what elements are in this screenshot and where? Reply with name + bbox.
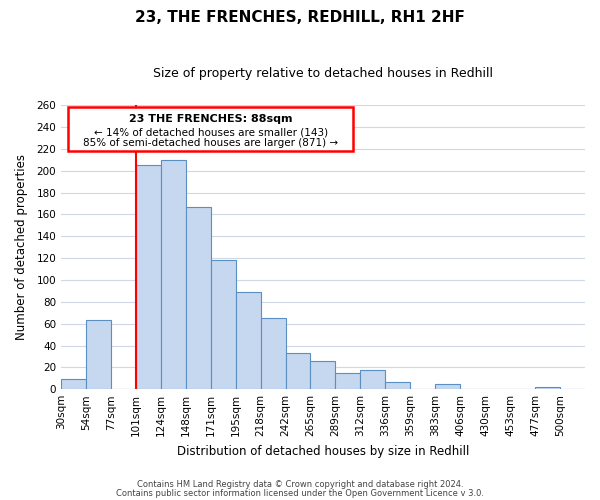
Bar	[211, 260, 236, 389]
Bar	[286, 353, 310, 389]
Bar	[335, 373, 361, 389]
Text: 23, THE FRENCHES, REDHILL, RH1 2HF: 23, THE FRENCHES, REDHILL, RH1 2HF	[135, 10, 465, 25]
Bar	[186, 207, 211, 389]
X-axis label: Distribution of detached houses by size in Redhill: Distribution of detached houses by size …	[177, 444, 469, 458]
Title: Size of property relative to detached houses in Redhill: Size of property relative to detached ho…	[153, 68, 493, 80]
FancyBboxPatch shape	[68, 108, 353, 151]
Text: Contains HM Land Registry data © Crown copyright and database right 2024.: Contains HM Land Registry data © Crown c…	[137, 480, 463, 489]
Y-axis label: Number of detached properties: Number of detached properties	[15, 154, 28, 340]
Bar	[61, 380, 86, 389]
Bar	[236, 292, 260, 389]
Bar	[260, 318, 286, 389]
Bar	[385, 382, 410, 389]
Text: 85% of semi-detached houses are larger (871) →: 85% of semi-detached houses are larger (…	[83, 138, 338, 148]
Bar	[435, 384, 460, 389]
Bar	[161, 160, 186, 389]
Bar	[535, 387, 560, 389]
Bar	[361, 370, 385, 389]
Bar	[86, 320, 111, 389]
Bar	[310, 361, 335, 389]
Text: Contains public sector information licensed under the Open Government Licence v : Contains public sector information licen…	[116, 488, 484, 498]
Text: 23 THE FRENCHES: 88sqm: 23 THE FRENCHES: 88sqm	[129, 114, 292, 124]
Bar	[136, 166, 161, 389]
Text: ← 14% of detached houses are smaller (143): ← 14% of detached houses are smaller (14…	[94, 127, 328, 137]
